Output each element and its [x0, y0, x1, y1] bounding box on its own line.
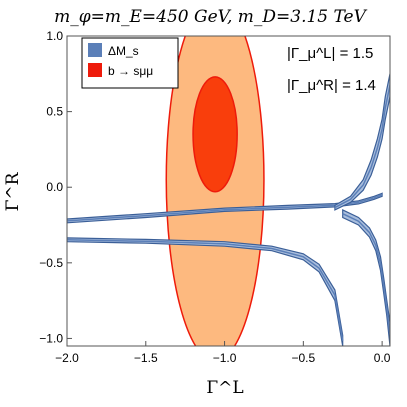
- y-axis-label: Γ^R: [3, 171, 23, 211]
- y-axis-ticks: −1.0 −0.5 0.0 0.5 1.0: [39, 29, 72, 345]
- x-tick-label: −2.0: [55, 351, 79, 365]
- annotation-gamma-r: |Γ_μ^R| = 1.4: [287, 77, 376, 94]
- y-tick-label: 1.0: [46, 29, 63, 43]
- legend-label-delta-ms: ΔM_s: [108, 44, 139, 58]
- delta-ms-lower-band-core: [67, 239, 344, 341]
- bsmumu-inner-region: [192, 76, 238, 193]
- delta-ms-regions: [67, 73, 390, 346]
- delta-ms-lower-band: [67, 237, 344, 346]
- x-axis-ticks: −2.0 −1.5 −1.0 −0.5 0.0: [55, 341, 391, 365]
- delta-ms-right-upper-core: [334, 84, 390, 209]
- delta-ms-right-lower: [342, 208, 390, 346]
- bsmumu-regions: [165, 36, 265, 346]
- delta-ms-right-upper: [334, 73, 390, 211]
- plot-frame: [66, 35, 391, 347]
- delta-ms-upper-band-core: [67, 194, 383, 222]
- y-tick-label: 0.0: [46, 180, 63, 194]
- x-axis-label: Γ^L: [206, 378, 243, 398]
- x-tick-label: −0.5: [291, 351, 315, 365]
- y-tick-label: −1.0: [39, 331, 63, 345]
- legend-label-bsmumu: b → sμμ: [108, 64, 153, 78]
- plot-area: [67, 36, 390, 346]
- legend-swatch-delta-ms: [88, 43, 102, 57]
- x-tick-label: −1.0: [213, 351, 237, 365]
- annotations: |Γ_μ^L| = 1.5 |Γ_μ^R| = 1.4: [287, 45, 376, 94]
- x-tick-label: −1.5: [134, 351, 158, 365]
- x-tick-label: 0.0: [374, 351, 391, 365]
- legend: ΔM_s b → sμμ: [81, 37, 179, 89]
- legend-swatch-bsmumu: [88, 63, 102, 77]
- chart-title: m_φ=m_E=450 GeV, m_D=3.15 TeV: [54, 7, 367, 27]
- y-tick-label: −0.5: [39, 256, 63, 270]
- delta-ms-right-lower-core: [342, 213, 390, 335]
- annotation-gamma-l: |Γ_μ^L| = 1.5: [287, 45, 373, 62]
- y-tick-label: 0.5: [46, 105, 63, 119]
